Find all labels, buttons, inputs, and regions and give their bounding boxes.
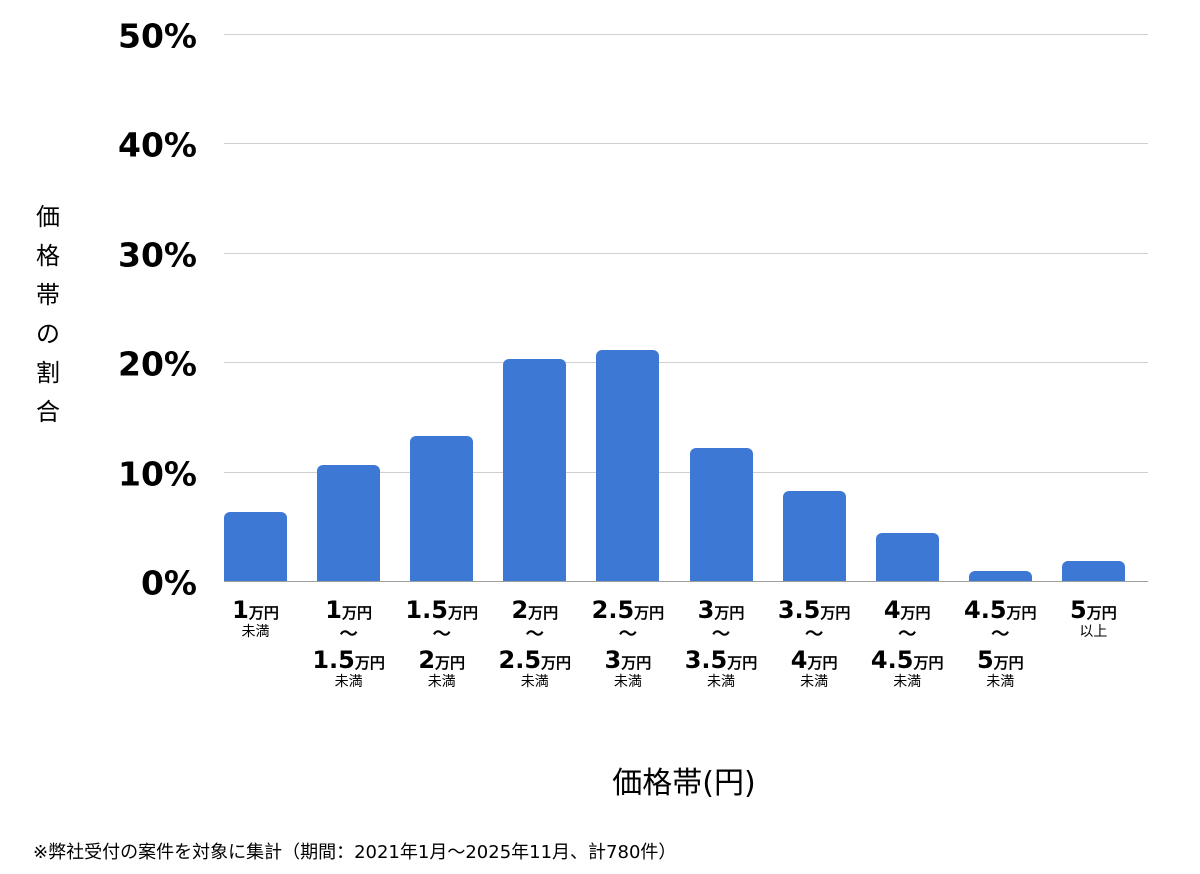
x-label-qualifier: 未満 xyxy=(800,674,829,690)
bar xyxy=(968,571,1032,581)
bar xyxy=(689,447,753,581)
bar xyxy=(1061,561,1125,581)
x-label-from: 4.5 xyxy=(964,596,1007,624)
y-title-char: 合 xyxy=(36,398,60,426)
x-label-unit: 万円 xyxy=(1086,604,1117,622)
gridline-10 xyxy=(224,472,1148,473)
x-label-from: 4 xyxy=(883,596,901,624)
x-label-unit: 万円 xyxy=(900,604,931,622)
x-tick-label: 1.5万円〜 2万円 未満 xyxy=(392,596,492,689)
x-label-to: 3.5 xyxy=(684,646,728,674)
y-tick: 10% xyxy=(118,454,197,494)
bar xyxy=(596,350,660,581)
x-axis-title: 価格帯(円) xyxy=(612,766,756,801)
bar xyxy=(782,491,846,581)
x-label-unit: 万円 xyxy=(354,654,385,672)
x-tick-label: 4.5万円〜 5万円 未満 xyxy=(950,596,1050,689)
range-tilde-icon: 〜 xyxy=(432,624,451,645)
y-title-char: 格 xyxy=(36,242,60,270)
x-tick-label: 2.5万円〜 3万円 未満 xyxy=(578,596,678,689)
gridline-50 xyxy=(224,34,1148,35)
x-label-unit: 万円 xyxy=(634,604,665,622)
x-label-from: 1 xyxy=(325,596,342,624)
x-label-unit: 万円 xyxy=(447,604,478,622)
x-tick-label: 4万円〜 4.5万円 未満 xyxy=(857,596,957,689)
x-tick-label: 5万円以上 xyxy=(1043,596,1143,639)
x-label-from: 1.5 xyxy=(405,596,448,624)
x-label-unit: 万円 xyxy=(341,604,372,622)
footnote: ※弊社受付の案件を対象に集計（期間：2021年1月〜2025年11月、計780件… xyxy=(33,842,677,863)
x-label-qualifier: 未満 xyxy=(520,674,549,690)
x-label-to: 3 xyxy=(604,646,622,674)
range-tilde-icon: 〜 xyxy=(339,624,358,645)
x-tick-label: 3万円〜 3.5万円 未満 xyxy=(671,596,771,689)
x-label-unit: 万円 xyxy=(913,654,944,672)
x-label-qualifier: 未満 xyxy=(241,624,270,640)
x-label-unit: 万円 xyxy=(248,604,279,622)
x-tick-label: 2万円〜 2.5万円 未満 xyxy=(485,596,585,689)
x-label-unit: 万円 xyxy=(1006,604,1037,622)
y-tick: 0% xyxy=(140,563,197,603)
y-tick: 50% xyxy=(118,16,197,56)
x-tick-label: 3.5万円〜 4万円 未満 xyxy=(764,596,864,689)
gridline-30 xyxy=(224,253,1148,254)
x-label-unit: 万円 xyxy=(621,654,652,672)
bar xyxy=(875,532,939,581)
bar xyxy=(410,435,474,581)
x-tick-label: 1万円未満 xyxy=(206,596,306,639)
x-label-unit: 万円 xyxy=(435,654,466,672)
x-label-qualifier: 未満 xyxy=(613,674,642,690)
bar xyxy=(224,512,287,581)
x-label-unit: 万円 xyxy=(714,604,745,622)
x-label-from: 2 xyxy=(511,596,529,624)
gridline-40 xyxy=(224,143,1148,144)
y-axis-title: 価 格 帯 の 割 合 xyxy=(33,198,63,432)
x-label-qualifier: 未満 xyxy=(893,674,922,690)
x-label-qualifier: 未満 xyxy=(707,674,735,690)
x-label-qualifier: 未満 xyxy=(334,674,363,690)
range-tilde-icon: 〜 xyxy=(898,624,917,645)
x-label-qualifier: 未満 xyxy=(986,674,1015,690)
x-tick-label: 1万円〜 1.5万円 未満 xyxy=(299,596,399,689)
bar xyxy=(503,358,567,581)
x-label-to: 5 xyxy=(976,646,994,674)
x-label-from: 1 xyxy=(232,596,249,624)
y-title-char: 価 xyxy=(36,203,60,231)
y-title-char: 割 xyxy=(36,359,60,387)
x-label-to: 4 xyxy=(790,646,808,674)
range-tilde-icon: 〜 xyxy=(525,624,544,645)
x-label-qualifier: 未満 xyxy=(427,674,456,690)
y-tick: 20% xyxy=(118,344,197,384)
x-label-to: 1.5 xyxy=(312,646,355,674)
x-label-from: 2.5 xyxy=(591,596,635,624)
y-tick: 40% xyxy=(118,125,197,165)
y-tick: 30% xyxy=(118,235,197,275)
x-label-unit: 万円 xyxy=(820,604,851,622)
range-tilde-icon: 〜 xyxy=(805,624,824,645)
x-label-from: 3.5 xyxy=(777,596,821,624)
x-label-from: 5 xyxy=(1070,596,1087,624)
x-label-to: 4.5 xyxy=(870,646,914,674)
x-label-unit: 万円 xyxy=(528,604,559,622)
range-tilde-icon: 〜 xyxy=(712,624,730,645)
bar xyxy=(317,465,381,581)
x-axis-baseline xyxy=(224,581,1148,582)
range-tilde-icon: 〜 xyxy=(991,624,1010,645)
x-label-unit: 万円 xyxy=(541,654,572,672)
x-label-unit: 万円 xyxy=(993,654,1024,672)
x-label-unit: 万円 xyxy=(727,654,758,672)
y-title-char: の xyxy=(36,320,60,348)
x-label-unit: 万円 xyxy=(807,654,838,672)
x-label-to: 2.5 xyxy=(498,646,542,674)
x-label-from: 3 xyxy=(697,596,715,624)
x-label-qualifier: 以上 xyxy=(1079,624,1108,640)
gridline-20 xyxy=(224,362,1148,363)
x-label-to: 2 xyxy=(418,646,436,674)
range-tilde-icon: 〜 xyxy=(618,624,637,645)
y-title-char: 帯 xyxy=(36,281,60,309)
